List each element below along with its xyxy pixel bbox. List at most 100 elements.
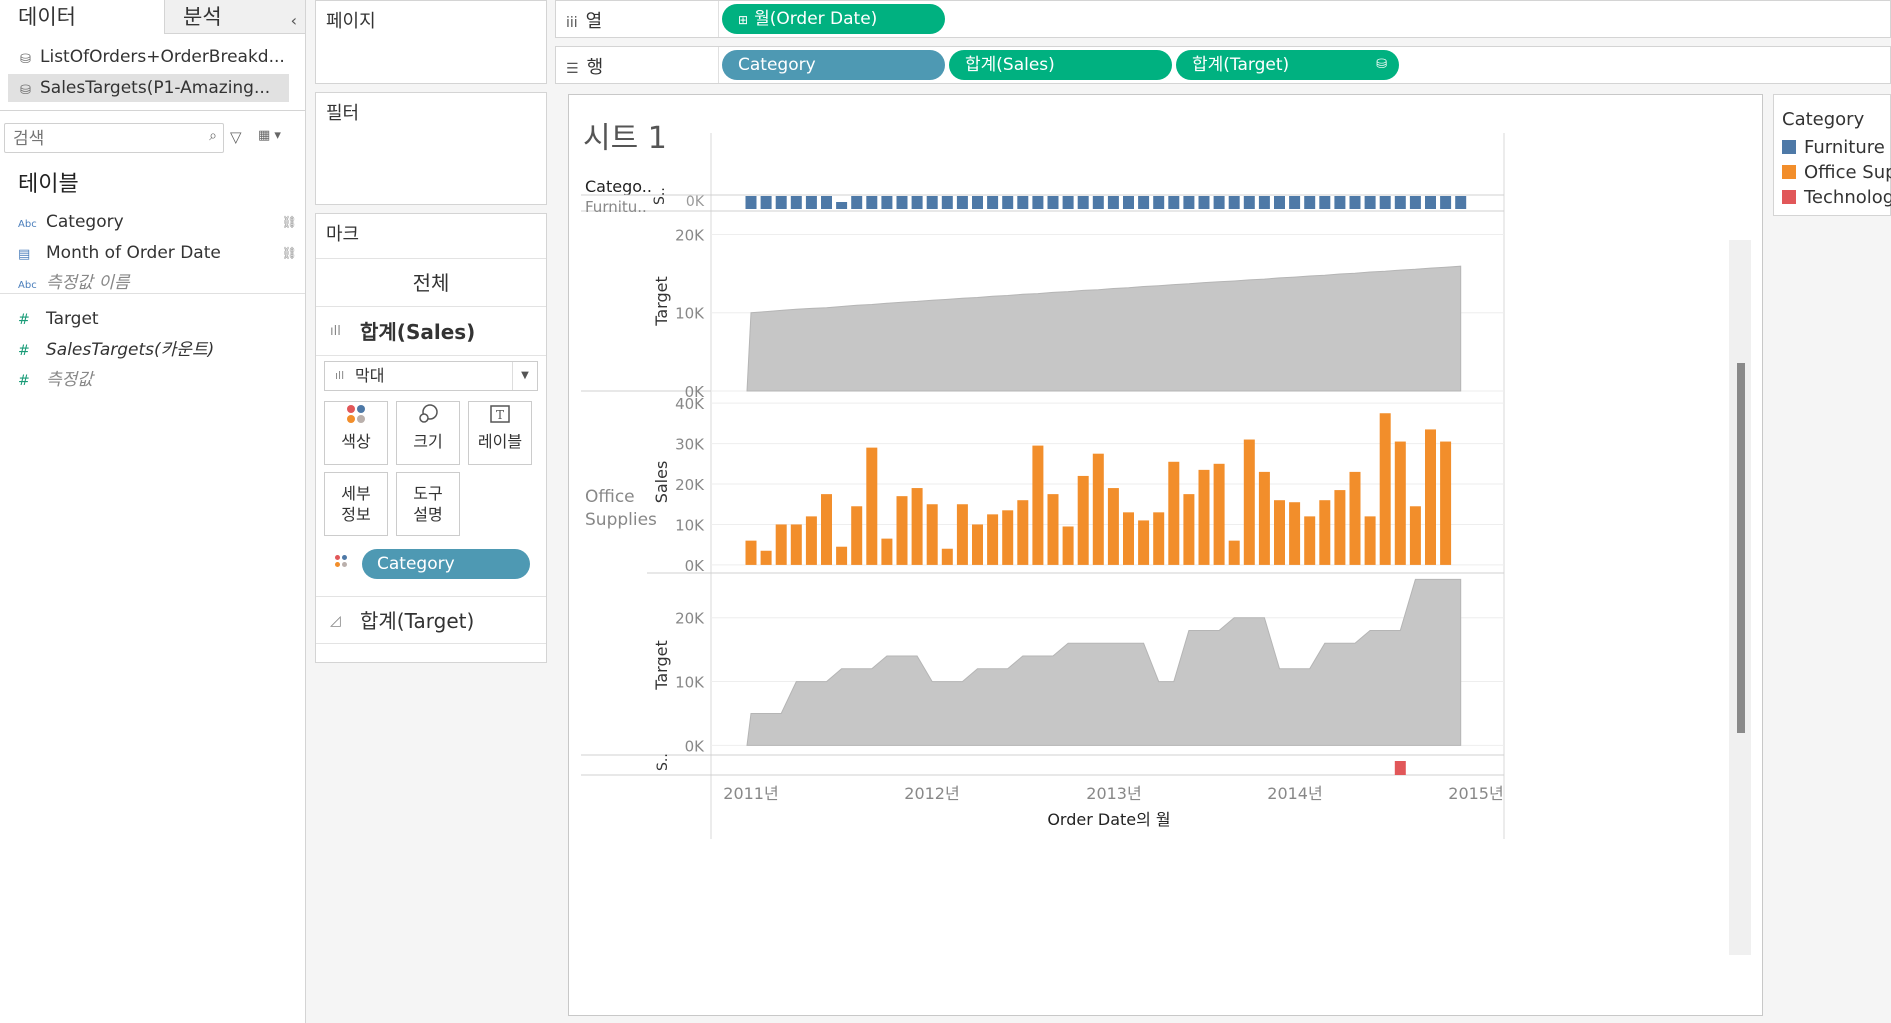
rows-shelf-label: ☰ 행: [566, 53, 603, 79]
text-label-icon: T: [469, 402, 531, 432]
bar-furniture-sales: [1168, 196, 1180, 209]
tick-label: 30K: [675, 436, 705, 454]
axis-title-sales-short: S..: [652, 187, 668, 205]
category-color-pill[interactable]: Category: [362, 549, 530, 579]
divider: [0, 110, 305, 111]
filters-card[interactable]: 필터: [315, 92, 547, 205]
bar-office-supplies-sales: [1153, 512, 1165, 565]
bar-office-supplies-sales: [987, 514, 999, 565]
field-measure-values[interactable]: # 측정값: [18, 365, 303, 395]
row-label-office-supplies-line1: Office: [585, 487, 635, 507]
tick-label: 0K: [686, 194, 705, 210]
datasource-orders[interactable]: ⛁ ListOfOrders+OrderBreakd...: [8, 43, 289, 71]
bar-office-supplies-sales: [1409, 506, 1421, 565]
vertical-scrollbar-thumb[interactable]: [1737, 363, 1745, 733]
marks-tab-target[interactable]: ◿ 합계(Target): [316, 596, 546, 644]
field-category[interactable]: Abc Category ⛓: [18, 207, 303, 237]
columns-shelf-label: iii 열: [566, 7, 602, 33]
field-target[interactable]: # Target: [18, 304, 303, 334]
legend-swatch: [1782, 165, 1796, 179]
tick-label: 0K: [685, 737, 706, 755]
bar-office-supplies-sales: [1394, 441, 1406, 565]
size-icon: [397, 402, 459, 432]
bar-furniture-sales: [972, 196, 983, 209]
color-palette-icon: [325, 402, 387, 432]
legend-item-office-supplies[interactable]: Office Supplies: [1782, 162, 1891, 183]
legend-item-furniture[interactable]: Furniture: [1782, 137, 1885, 158]
sum-sales-pill[interactable]: 합계(Sales): [949, 50, 1172, 80]
tab-analysis-label: 분석: [183, 5, 222, 29]
marks-tab-sales-label: 합계(Sales): [360, 320, 476, 344]
bar-furniture-sales: [1183, 196, 1195, 209]
legend-item-technology[interactable]: Technology: [1782, 187, 1891, 208]
tick-label: 20K: [675, 610, 705, 628]
bar-furniture-sales: [1228, 196, 1240, 209]
pill-label: 합계(Sales): [965, 55, 1055, 75]
x-tick-label: 2015년: [1448, 784, 1503, 803]
color-button[interactable]: 색상: [324, 401, 388, 465]
bar-furniture-sales: [926, 196, 938, 209]
order-date-month-pill[interactable]: ⊞ 월(Order Date): [722, 4, 945, 34]
label-button[interactable]: T 레이블: [468, 401, 532, 465]
bar-furniture-sales: [1047, 196, 1059, 209]
data-pane: 데이터 분석 ‹ ⛁ ListOfOrders+OrderBreakd... ⛁ S…: [0, 0, 306, 1023]
bar-furniture-sales: [851, 196, 863, 209]
bar-furniture-sales: [1107, 196, 1119, 209]
bar-office-supplies-sales: [1062, 526, 1074, 565]
tick-label: 20K: [675, 476, 705, 494]
view-options-icon[interactable]: ▦ ▾: [258, 128, 281, 143]
color-button-label: 색상: [341, 432, 371, 451]
category-pill[interactable]: Category: [722, 50, 945, 80]
category-header: Catego..: [585, 177, 652, 196]
bar-office-supplies-sales: [1440, 441, 1452, 565]
marks-tab-all[interactable]: 전체: [316, 258, 546, 307]
mark-type-select[interactable]: ıll 막대 ▼: [324, 361, 538, 391]
pages-card[interactable]: 페이지: [315, 0, 547, 84]
field-measure-names[interactable]: Abc 측정값 이름: [18, 268, 303, 298]
tab-data[interactable]: 데이터: [0, 0, 164, 34]
bar-furniture-sales: [1153, 196, 1165, 209]
bar-furniture-sales: [1425, 196, 1436, 209]
marks-title: 마크: [326, 224, 360, 245]
bar-furniture-sales: [1455, 196, 1467, 209]
field-month-of-order-date[interactable]: ▤ Month of Order Date ⛓: [18, 238, 303, 268]
search-input[interactable]: [11, 126, 200, 152]
chevron-down-icon[interactable]: ▼: [512, 362, 537, 390]
field-label: Target: [46, 309, 99, 329]
bar-furniture-sales: [1258, 196, 1270, 209]
bar-furniture-sales: [1289, 196, 1301, 209]
marks-tab-sales[interactable]: ıll 합계(Sales): [316, 306, 546, 356]
bar-office-supplies-sales: [1379, 413, 1391, 565]
tables-section-title: 테이블: [18, 172, 79, 197]
size-button[interactable]: 크기: [396, 401, 460, 465]
tab-analysis[interactable]: 분석 ‹: [164, 0, 305, 34]
bar-furniture-sales: [1349, 196, 1361, 209]
svg-text:T: T: [496, 408, 504, 422]
chart-canvas[interactable]: Catego..Furnitu..S.. 0K0K10K20KTarget0K10…: [569, 95, 1764, 1017]
field-salestargets-count[interactable]: # SalesTargets(카운트): [18, 335, 303, 365]
tooltip-button[interactable]: 도구 설명: [396, 472, 460, 536]
bar-office-supplies-sales: [1138, 520, 1150, 565]
bar-furniture-sales: [790, 196, 802, 209]
bar-office-supplies-sales: [926, 504, 938, 565]
datasource-link-icon: ⛁: [1376, 57, 1387, 72]
search-box[interactable]: ⌕: [4, 123, 224, 153]
datasource-targets[interactable]: ⛁ SalesTargets(P1-Amazing...: [8, 74, 289, 102]
filter-icon[interactable]: ▽: [230, 128, 242, 146]
divider: [0, 293, 305, 294]
bar-chart-icon: ıll: [335, 369, 345, 382]
rows-shelf[interactable]: ☰ 행 Category 합계(Sales) 합계(Target) ⛁: [555, 46, 1891, 84]
detail-button[interactable]: 세부 정보: [324, 472, 388, 536]
area-office-supplies-target: [746, 578, 1462, 746]
columns-shelf[interactable]: iii 열 ⊞ 월(Order Date): [555, 0, 1891, 38]
axis-title-sales-short: S..: [655, 753, 671, 771]
marks-tab-target-label: 합계(Target): [360, 609, 475, 633]
rows-label-text: 행: [586, 57, 604, 78]
bar-office-supplies-sales: [851, 506, 863, 565]
field-label: SalesTargets(카운트): [46, 340, 215, 360]
collapse-pane-icon[interactable]: ‹: [290, 11, 297, 30]
area-furniture-target: [746, 265, 1462, 392]
sum-target-pill[interactable]: 합계(Target) ⛁: [1176, 50, 1399, 80]
datasource-label: SalesTargets(P1-Amazing...: [40, 78, 271, 98]
bar-furniture-sales: [1032, 196, 1044, 209]
